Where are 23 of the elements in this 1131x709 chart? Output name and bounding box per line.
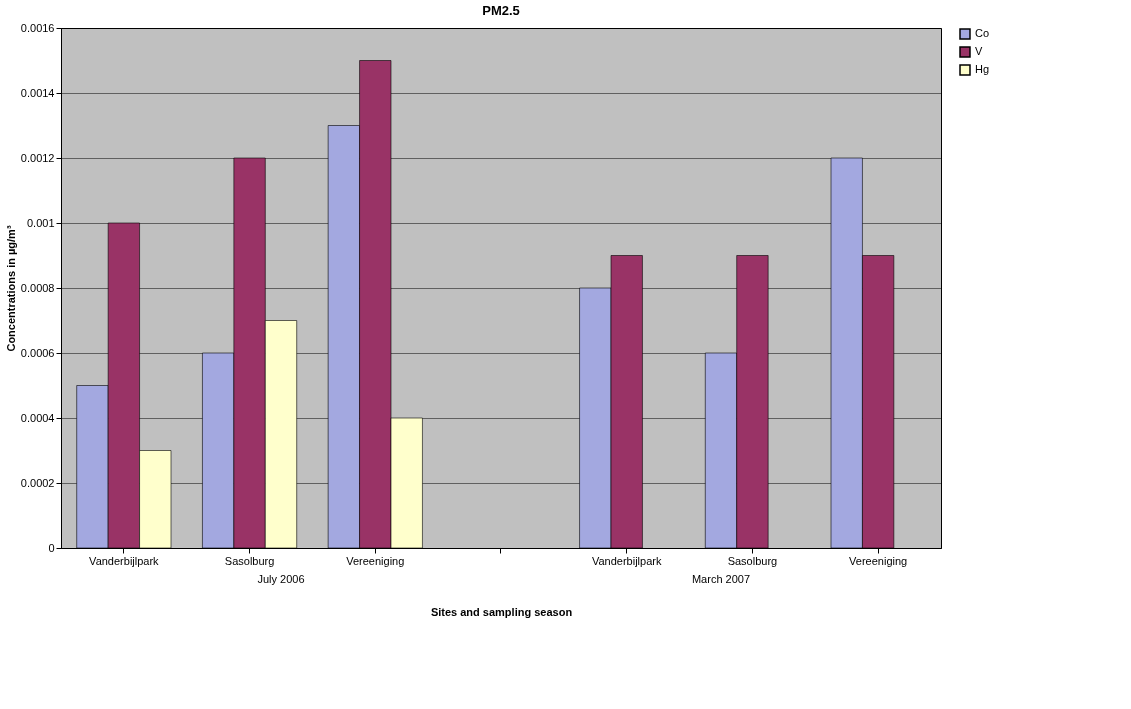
y-axis-title: Concentrations in µg/m³ — [4, 225, 17, 352]
legend-label: Hg — [975, 63, 990, 75]
y-tick-label: 0.0002 — [20, 476, 55, 489]
x-tick-label: Vanderbijlpark — [591, 554, 662, 567]
y-tick-label: 0.0008 — [20, 281, 55, 294]
y-tick-label: 0.0014 — [20, 86, 55, 99]
y-tick-label: 0.0004 — [20, 411, 55, 424]
x-tick-label: Vanderbijlpark — [89, 554, 160, 567]
y-tick-label: 0.0006 — [20, 346, 55, 359]
x-tick-label: Vereeniging — [849, 554, 908, 567]
y-tick-label: 0.0012 — [20, 151, 55, 164]
text: July 2006 — [257, 573, 305, 585]
x-tick-label: Vereeniging — [346, 554, 405, 567]
x-tick-label: Sasolburg — [224, 554, 275, 567]
x-axis-title: Sites and sampling season — [430, 605, 573, 618]
y-tick-label: 0.001 — [26, 216, 55, 229]
chart-title: PM2.5 — [482, 3, 520, 18]
legend-label: V — [975, 45, 983, 57]
y-tick-label: 0.0016 — [20, 21, 55, 34]
legend-label: Co — [975, 27, 990, 39]
text: March 2007 — [691, 573, 751, 585]
x-tick-label: Sasolburg — [727, 554, 778, 567]
y-tick-label: 0 — [48, 541, 55, 554]
